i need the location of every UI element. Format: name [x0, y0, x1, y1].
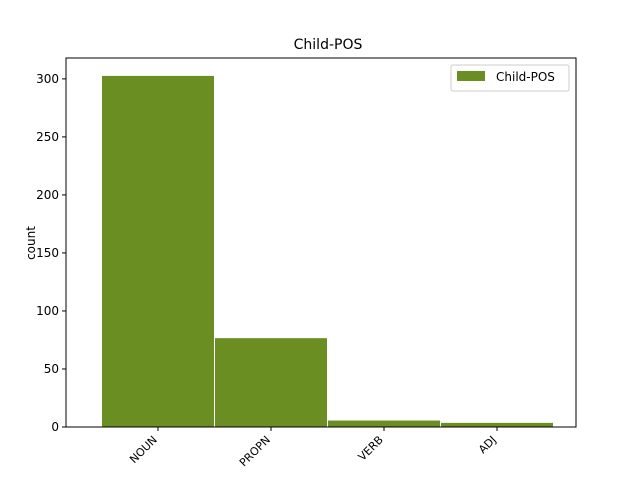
x-tick-label: PROPN — [237, 433, 273, 469]
plot-frame — [65, 57, 577, 428]
legend-label: Child-POS — [496, 70, 555, 84]
x-tick-label: ADJ — [476, 433, 499, 456]
y-tick-label: 300 — [36, 72, 59, 86]
x-tick-label: VERB — [356, 433, 386, 463]
y-tick-label: 250 — [36, 130, 59, 144]
y-tick-label: 0 — [51, 420, 59, 434]
y-tick-label: 100 — [36, 304, 59, 318]
chart-title: Child-POS — [294, 37, 363, 53]
legend: Child-POS — [450, 64, 570, 92]
bar-verb — [327, 419, 441, 428]
y-tick-label: 50 — [44, 362, 59, 376]
x-tick-label: NOUN — [127, 433, 160, 466]
y-tick-label: 150 — [36, 246, 59, 260]
bar-propn — [214, 337, 328, 428]
bar-adj — [440, 421, 554, 428]
legend-swatch — [457, 71, 485, 81]
bar-noun — [101, 74, 215, 428]
y-tick-label: 200 — [36, 188, 59, 202]
y-axis-label: count — [24, 226, 38, 260]
